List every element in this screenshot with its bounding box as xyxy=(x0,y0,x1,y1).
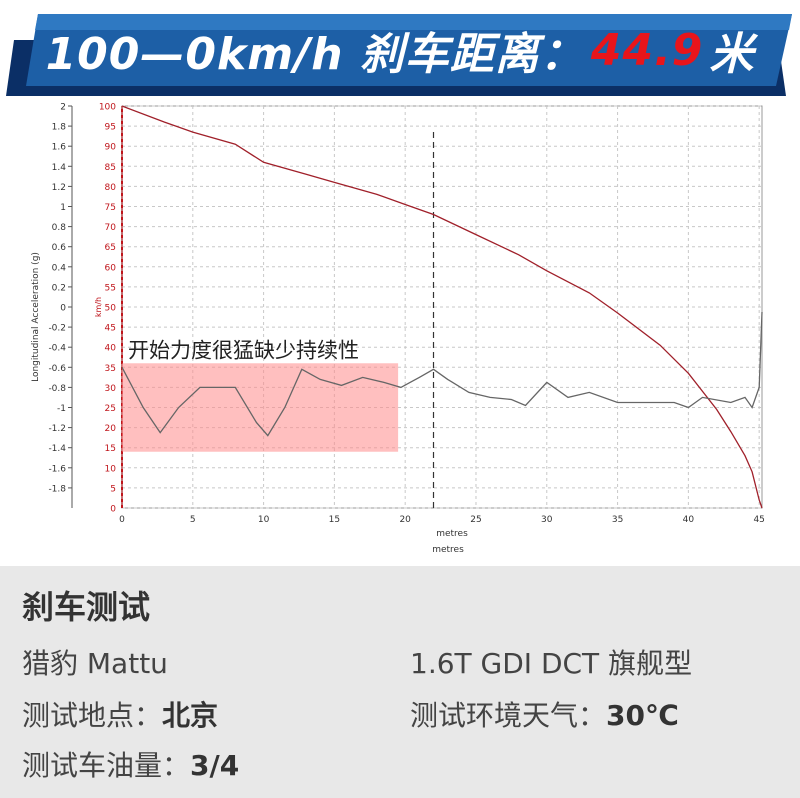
right-tick-label: 35 xyxy=(105,364,116,374)
x-tick-label: 30 xyxy=(541,515,553,525)
left-tick-label: 1.2 xyxy=(52,183,66,193)
x-tick-label: 5 xyxy=(190,515,196,525)
right-tick-label: 10 xyxy=(105,464,117,474)
right-tick-label: 100 xyxy=(99,103,116,113)
left-tick-label: 0.8 xyxy=(52,223,67,233)
right-tick-label: 30 xyxy=(105,384,117,394)
x-tick-label: 10 xyxy=(258,515,270,525)
chart-svg: 1009590858075706560555045403530252015105… xyxy=(31,103,765,556)
right-tick-label: 80 xyxy=(105,183,117,193)
x-tick-label: 35 xyxy=(612,515,623,525)
right-axis-label: km/h xyxy=(94,297,103,317)
fuel-value: 3/4 xyxy=(190,749,240,782)
right-tick-label: 95 xyxy=(105,123,116,133)
left-tick-label: 1.4 xyxy=(52,163,67,173)
right-tick-label: 25 xyxy=(105,404,116,414)
left-tick-label: 1.6 xyxy=(52,143,67,153)
title-banner: 100—0km/h 刹车距离： 44.9 米 xyxy=(0,0,800,100)
right-tick-label: 75 xyxy=(105,203,116,213)
banner-unit: 米 xyxy=(709,29,755,80)
right-tick-label: 0 xyxy=(110,505,116,515)
annotation-highlight xyxy=(122,363,399,452)
test-weather: 测试环境天气：30℃ xyxy=(410,694,679,734)
left-tick-label: 0.4 xyxy=(52,263,67,273)
left-tick-label: -0.6 xyxy=(48,364,66,374)
test-fuel: 测试车油量：3/4 xyxy=(22,744,239,784)
x-tick-label: 20 xyxy=(399,515,411,525)
left-axis-label: Longitudinal Acceleration (g) xyxy=(31,252,41,382)
left-tick-label: 2 xyxy=(60,103,66,113)
acceleration-series-line xyxy=(121,311,763,437)
right-tick-label: 5 xyxy=(110,484,116,494)
left-tick-label: 1.8 xyxy=(52,123,67,133)
info-panel: 刹车测试 猎豹 Mattu 1.6T GDI DCT 旗舰型 测试地点：北京 测… xyxy=(0,566,800,798)
weather-value: 30℃ xyxy=(606,699,679,732)
braking-chart: 100 95 90 85 80 75 70 65 60 55 50 45 40 35 30 25 20 15 10 5… xyxy=(0,96,800,566)
right-tick-label: 60 xyxy=(105,263,117,273)
x-tick-label: 0 xyxy=(119,515,125,525)
x-tick-label: 15 xyxy=(329,515,340,525)
left-tick-label: -1.6 xyxy=(48,464,66,474)
right-tick-label: 65 xyxy=(105,243,116,253)
car-trim: 1.6T GDI DCT 旗舰型 xyxy=(410,647,693,680)
left-tick-label: 0.6 xyxy=(52,243,67,253)
x-tick-label: 40 xyxy=(683,515,695,525)
braking-distance-value: 44.9 xyxy=(590,24,704,76)
left-tick-label: -1 xyxy=(57,404,66,414)
left-tick-label: -1.8 xyxy=(48,484,66,494)
right-tick-label: 70 xyxy=(105,223,117,233)
location-value: 北京 xyxy=(162,699,219,732)
x-tick-label: 25 xyxy=(470,515,481,525)
section-title: 刹车测试 xyxy=(22,588,151,626)
banner-background xyxy=(6,14,792,96)
left-tick-label: -0.4 xyxy=(48,344,66,354)
right-tick-label: 45 xyxy=(105,324,116,334)
x-axis-label: metres xyxy=(436,529,468,539)
x-tick-label: 45 xyxy=(753,515,764,525)
speed-series-line xyxy=(121,105,763,509)
left-tick-label: 0.2 xyxy=(52,283,66,293)
left-tick-label: -0.2 xyxy=(48,324,66,334)
test-location: 测试地点：北京 xyxy=(22,694,218,734)
fuel-label: 测试车油量： xyxy=(22,749,191,782)
left-tick-label: -1.2 xyxy=(48,424,66,434)
right-tick-label: 50 xyxy=(105,304,117,314)
right-tick-label: 55 xyxy=(105,283,116,293)
weather-label: 测试环境天气： xyxy=(410,699,607,732)
right-tick-label: 15 xyxy=(105,444,116,454)
banner-prefix: 100—0km/h 刹车距离： xyxy=(45,29,585,80)
left-tick-label: -1.4 xyxy=(48,444,66,454)
location-label: 测试地点： xyxy=(22,699,163,732)
x-axis-label-secondary: metres xyxy=(432,545,464,555)
right-tick-label: 90 xyxy=(105,143,117,153)
car-model: 猎豹 Mattu xyxy=(22,647,168,680)
left-tick-label: -0.8 xyxy=(48,384,66,394)
annotation-text: 开始力度很猛缺少持续性 xyxy=(128,338,359,362)
left-tick-label: 0 xyxy=(60,304,66,314)
banner-title: 100—0km/h 刹车距离： 44.9 米 xyxy=(0,10,800,90)
right-tick-label: 40 xyxy=(105,344,117,354)
left-tick-label: 1 xyxy=(60,203,66,213)
right-tick-label: 85 xyxy=(105,163,116,173)
right-tick-label: 20 xyxy=(105,424,117,434)
